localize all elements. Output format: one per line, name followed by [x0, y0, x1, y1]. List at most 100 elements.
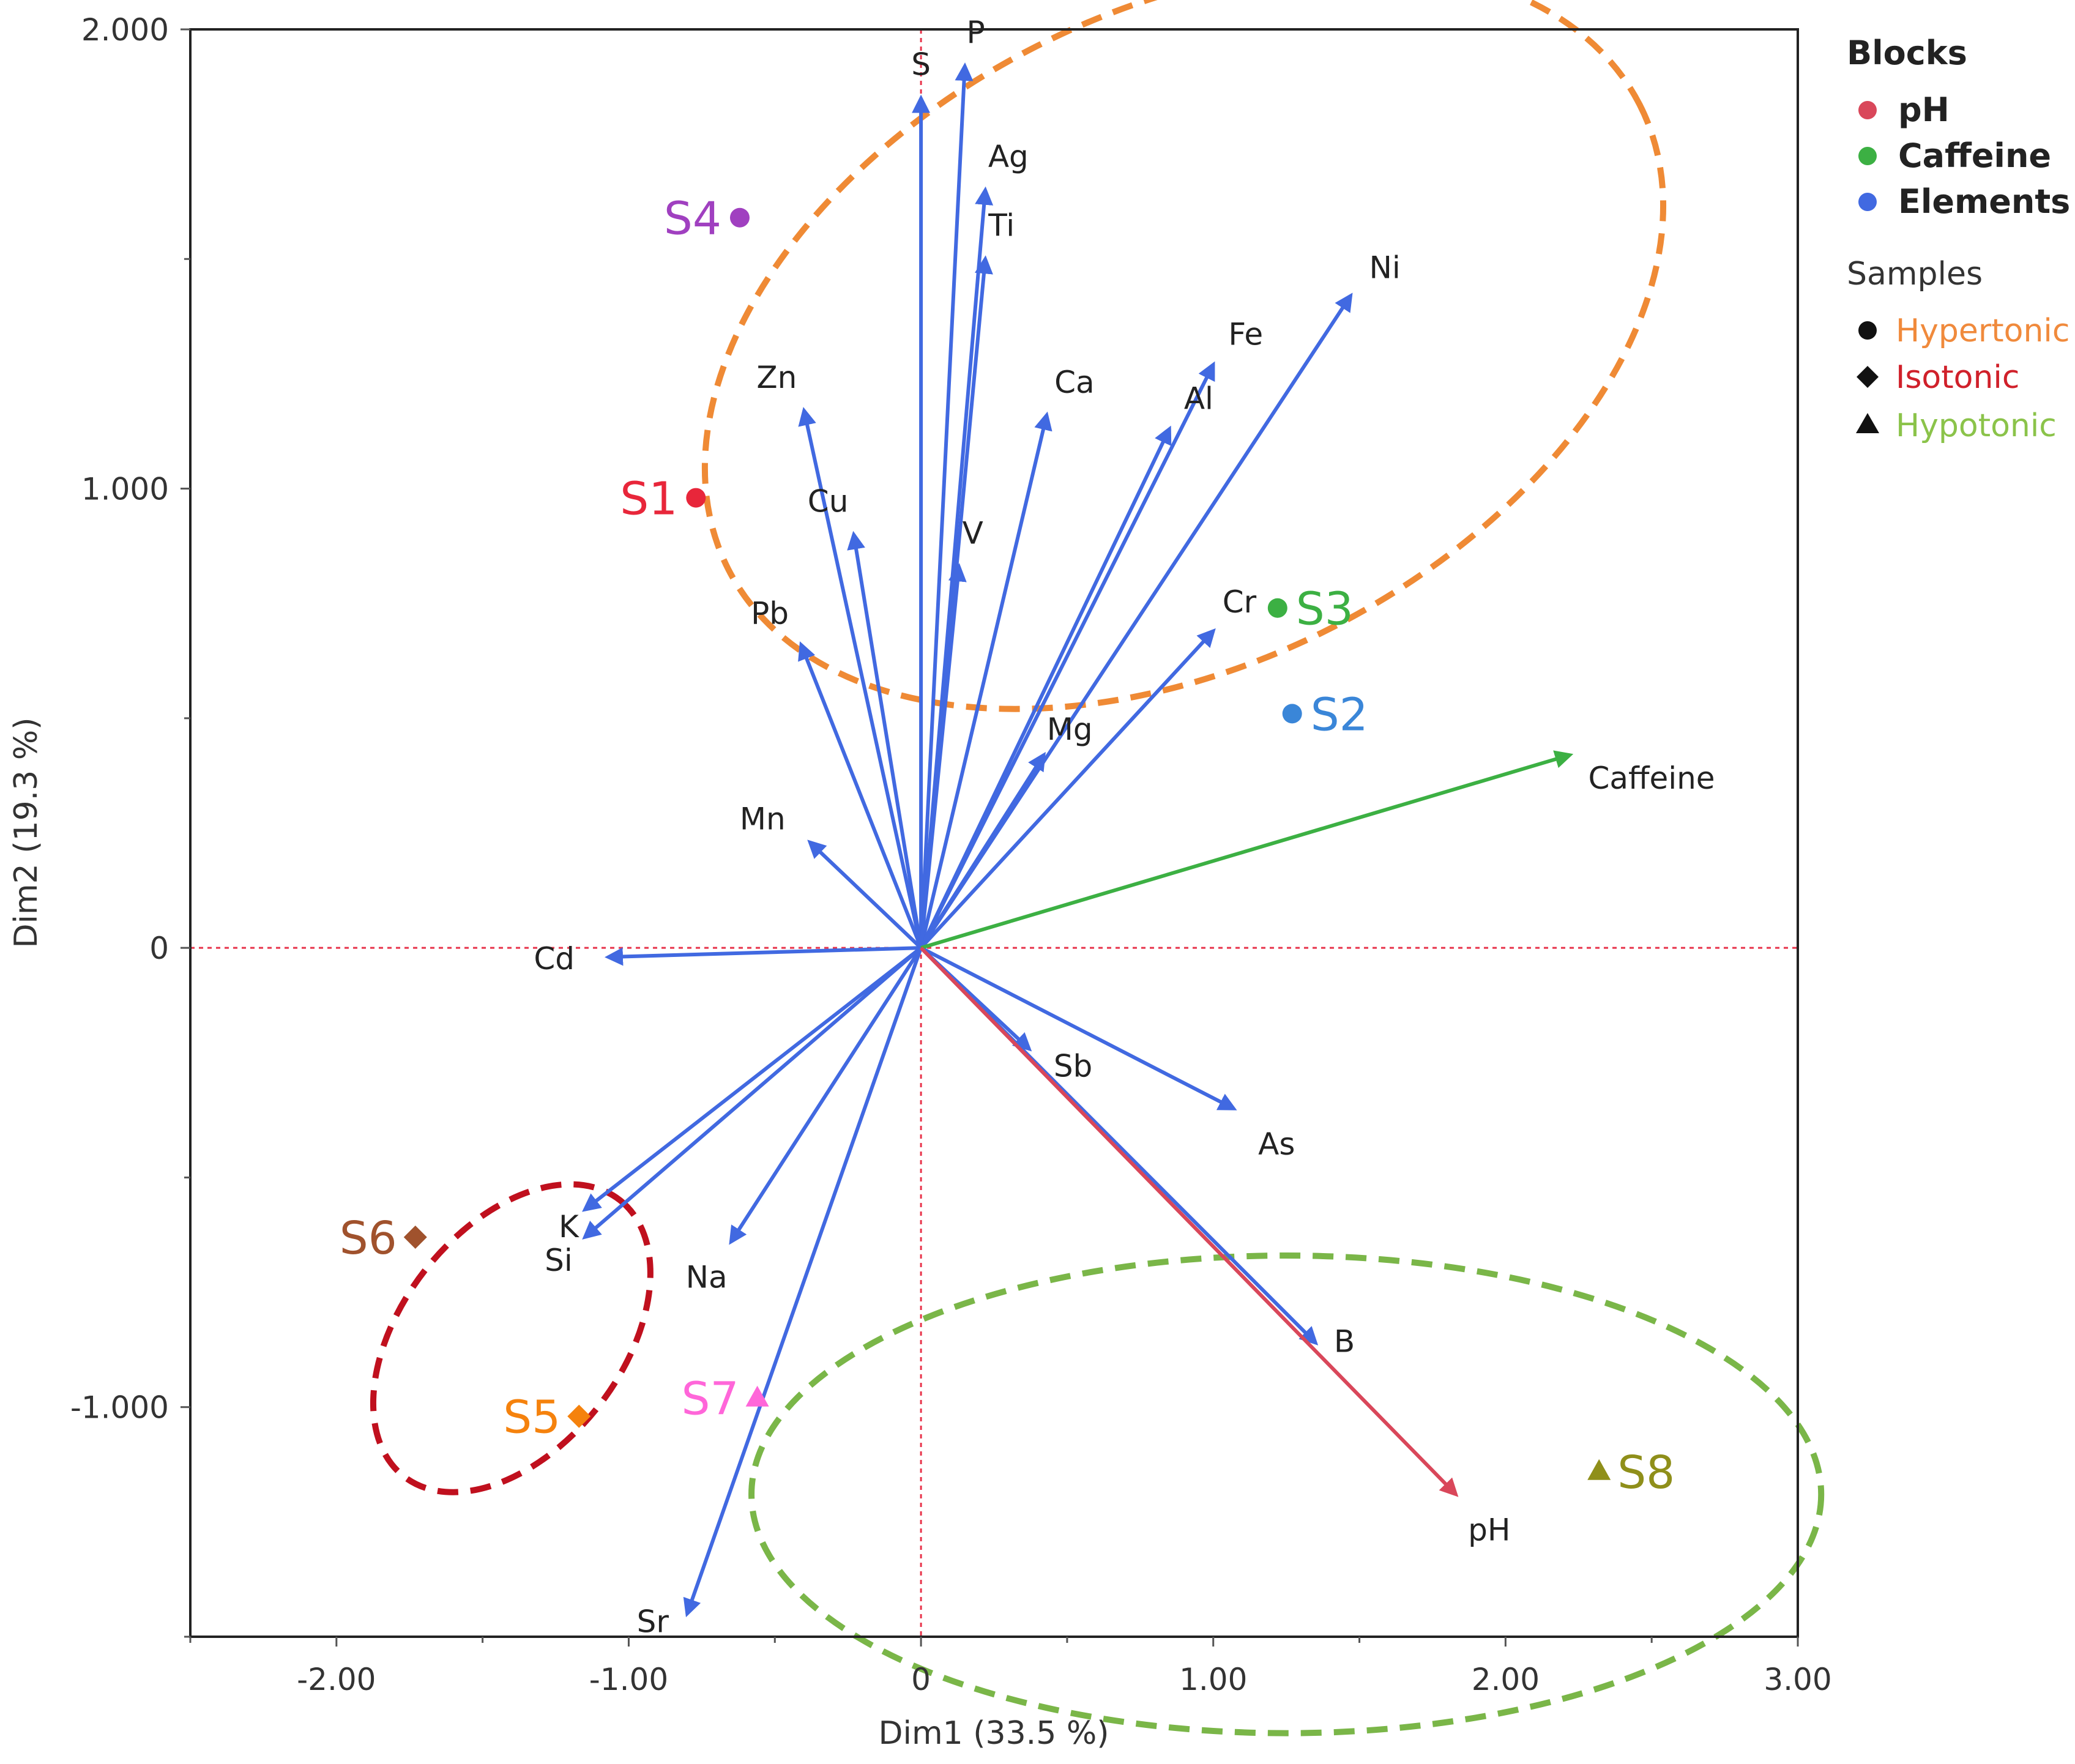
vector-label-ph: pH: [1468, 1512, 1510, 1547]
sample-label-s3: S3: [1296, 583, 1354, 636]
vector-label-zn: Zn: [756, 360, 797, 395]
legend-hypotonic-triangle: [1856, 413, 1879, 433]
legend-elements-dot: [1858, 193, 1877, 211]
hypotonic-ellipse: [748, 1252, 1825, 1736]
vector-fe: [919, 361, 1215, 949]
sample-label-s8: S8: [1617, 1446, 1675, 1499]
vector-label-v: V: [963, 515, 983, 551]
sample-label-s4: S4: [664, 193, 721, 245]
sample-points: S1 S2 S3 S4 S5 S6 S7 S8: [340, 193, 1675, 1499]
y-axis-ticks: 2.000 1.000 0 -1.000: [70, 12, 190, 1638]
vector-cr: [919, 628, 1216, 950]
vector-cd: [605, 946, 922, 966]
vector-zn: [798, 407, 923, 948]
vector-label-mn: Mn: [740, 802, 786, 837]
vector-label-ni: Ni: [1369, 250, 1400, 285]
x-axis-ticks: -2.00 -1.00 0 1.00 2.00 3.00: [189, 1637, 1832, 1697]
x-tick-label-1-00: 1.00: [1179, 1662, 1247, 1697]
y-tick-label-2-000: 2.000: [81, 12, 169, 48]
sample-label-s2: S2: [1311, 688, 1368, 741]
x-axis-title: Dim1 (33.5 %): [878, 1715, 1109, 1752]
vector-label-k: K: [559, 1209, 579, 1245]
sample-marker-s8: [1587, 1459, 1611, 1480]
legend-ph-dot: [1858, 101, 1877, 119]
vector-label-mg: Mg: [1047, 712, 1093, 747]
samples-legend: Samples Hypertonic Isotonic Hypotonic: [1847, 256, 2069, 444]
x-tick-label-3-00: 3.00: [1764, 1662, 1831, 1697]
y-tick-label-1-000: -1.000: [70, 1390, 169, 1426]
vector-si: [582, 946, 923, 1240]
sample-marker-s3: [1267, 598, 1287, 618]
variable-labels: PS Ag Ti Ni Fe Ca Al Zn Cu V Cr Pb Mg Mn Cd Sb As KSi Na B S…: [534, 15, 1715, 1639]
sample-marker-s2: [1282, 704, 1302, 724]
sample-marker-s1: [686, 488, 706, 508]
vector-label-cr: Cr: [1223, 584, 1257, 620]
vector-v: [919, 563, 967, 948]
vector-label-ti: Ti: [988, 208, 1015, 244]
x-tick-label-2-00: 2.00: [1472, 1662, 1540, 1697]
blocks-legend: Blocks pH Caffeine Elements: [1847, 34, 2070, 221]
vector-al: [919, 425, 1172, 949]
vector-label-pb: Pb: [751, 596, 789, 631]
isotonic-ellipse: [370, 1181, 654, 1495]
group-ellipses: [370, 0, 1825, 1736]
vector-p: [919, 62, 974, 948]
vector-label-p: P: [966, 15, 985, 50]
vector-sr: [683, 947, 923, 1618]
vector-na: [729, 947, 923, 1245]
vector-label-ag: Ag: [988, 139, 1029, 174]
vector-ph: [919, 947, 1459, 1497]
y-axis-title: Dim2 (19.3 %): [8, 717, 45, 948]
sample-marker-s4: [729, 207, 750, 228]
legend-hypertonic-circle: [1858, 321, 1877, 340]
vector-label-as: As: [1258, 1126, 1295, 1162]
vector-as: [920, 946, 1237, 1111]
legend-caffeine-dot: [1858, 147, 1877, 165]
vector-label-si: Si: [545, 1243, 573, 1278]
sample-label-s6: S6: [340, 1212, 397, 1265]
vector-label-s: S: [911, 47, 931, 83]
y-tick-label-0: 0: [149, 931, 169, 966]
sample-label-s1: S1: [620, 473, 677, 526]
vector-label-b: B: [1334, 1324, 1355, 1360]
vector-mn: [807, 839, 923, 950]
vector-mg: [919, 751, 1046, 949]
sample-marker-s5: [567, 1404, 591, 1428]
legend-ph-label: pH: [1898, 91, 1950, 129]
vector-pb: [798, 641, 923, 949]
samples-legend-title: Samples: [1847, 256, 1983, 292]
vector-label-ca: Ca: [1054, 365, 1095, 400]
vector-k: [582, 946, 922, 1212]
hypertonic-ellipse: [701, 0, 1667, 712]
vector-label-fe: Fe: [1228, 317, 1263, 352]
sample-label-s7: S7: [682, 1373, 739, 1426]
vector-label-sr: Sr: [637, 1604, 669, 1639]
vector-caffeine: [920, 750, 1574, 950]
legend-isotonic-diamond: [1857, 366, 1879, 388]
x-tick-label-2-00: -2.00: [297, 1662, 376, 1697]
vector-ni: [919, 292, 1353, 949]
legend-elements-label: Elements: [1898, 182, 2070, 221]
vector-label-cu: Cu: [808, 483, 849, 519]
legend-isotonic-label: Isotonic: [1896, 359, 2019, 396]
plot-frame: [189, 28, 1799, 1638]
sample-marker-s7: [745, 1385, 769, 1407]
legend-hypertonic-label: Hypertonic: [1896, 313, 2069, 349]
x-tick-label-1-00: -1.00: [589, 1662, 668, 1697]
vector-label-al: Al: [1184, 381, 1213, 416]
variable-vectors: [582, 62, 1574, 1618]
vector-label-sb: Sb: [1054, 1048, 1092, 1084]
vector-cu: [847, 530, 923, 948]
vector-ca: [919, 411, 1052, 948]
legend-hypotonic-label: Hypotonic: [1896, 408, 2057, 444]
vector-label-cd: Cd: [534, 941, 575, 977]
blocks-legend-title: Blocks: [1847, 34, 1967, 72]
vector-label-na: Na: [686, 1260, 728, 1295]
sample-marker-s6: [403, 1226, 427, 1249]
x-tick-label-0: 0: [911, 1662, 931, 1697]
vector-label-caffeine: Caffeine: [1588, 761, 1715, 796]
sample-label-s5: S5: [503, 1391, 561, 1444]
legend-caffeine-label: Caffeine: [1898, 136, 2051, 175]
